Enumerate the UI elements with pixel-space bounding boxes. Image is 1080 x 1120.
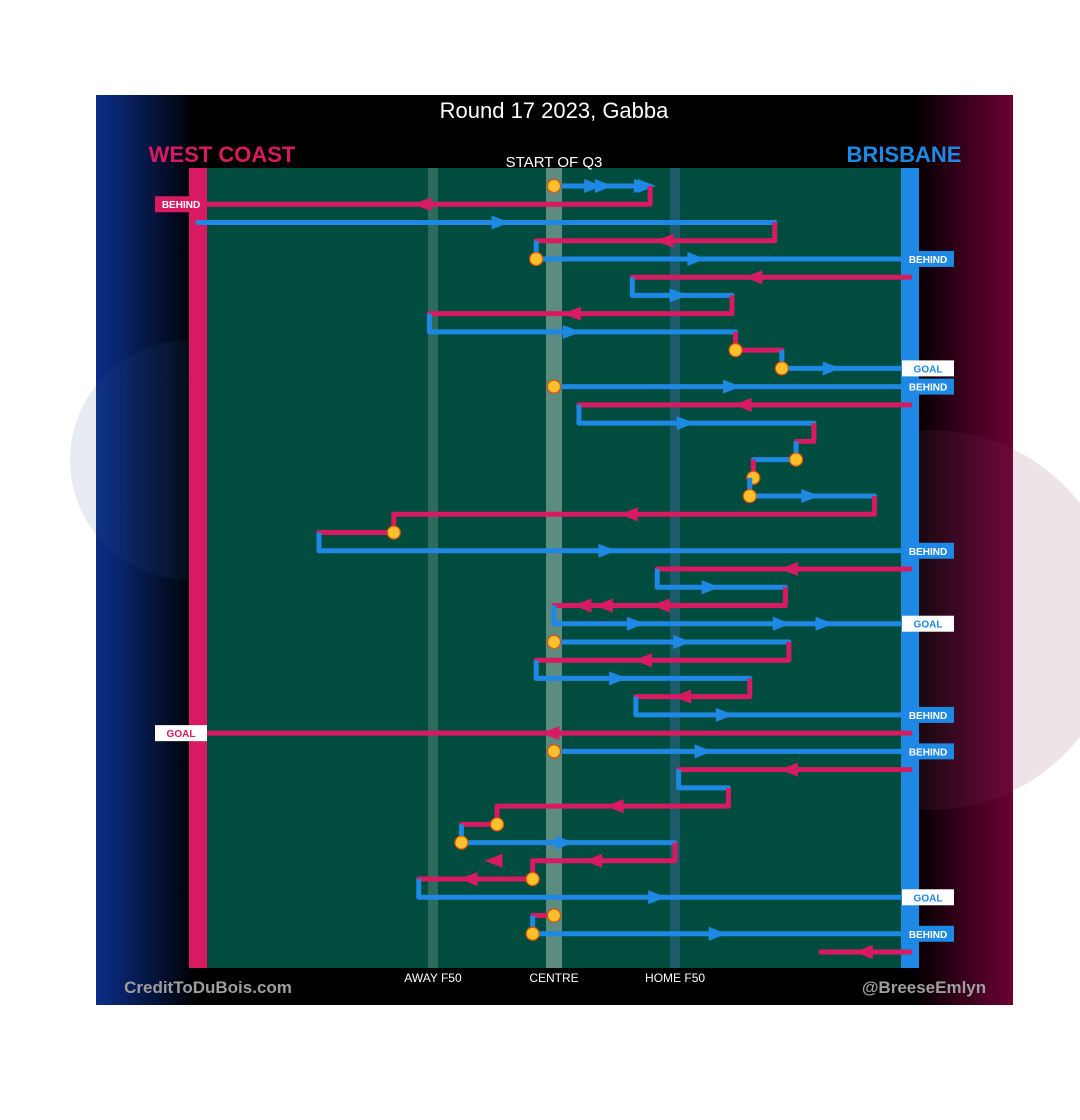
chain-arrow [605, 799, 624, 814]
chain-arrow [815, 616, 834, 631]
chain-arrow [594, 598, 613, 613]
stoppage-marker [728, 343, 743, 358]
chain-arrow [594, 179, 613, 193]
chain-arrow [651, 598, 670, 613]
brisbane-team-name: BRISBANE [847, 142, 962, 167]
chain-arrow [715, 707, 734, 722]
chain-arrow [655, 233, 674, 248]
stoppage-marker [454, 835, 469, 850]
chain-arrow [634, 653, 652, 668]
chain-arrow [609, 671, 628, 686]
chain-arrow [733, 397, 752, 412]
chain-arrow [854, 945, 873, 959]
x-axis-ticks: AWAY F50 CENTRE HOME F50 [404, 971, 705, 985]
result-label: GOAL [914, 620, 943, 631]
result-label: BEHIND [909, 547, 947, 558]
chain-arrow [822, 361, 841, 376]
x-tick-label: CENTRE [529, 971, 578, 985]
x-tick-label: AWAY F50 [404, 971, 462, 985]
chain-arrow [484, 853, 503, 868]
chain-arrow [541, 726, 560, 741]
chain-arrow [723, 379, 741, 394]
chain-arrow [708, 926, 727, 941]
result-badge [902, 250, 954, 267]
stoppage-marker [525, 871, 540, 887]
away-f50-band [427, 168, 438, 968]
chart-title: Round 17 2023, Gabba [440, 98, 670, 123]
result-label: BEHIND [909, 383, 947, 394]
result-badge [902, 743, 954, 760]
result-label: GOAL [914, 893, 943, 904]
quarter-start-label: START OF Q3 [506, 154, 603, 171]
chain-arrow [619, 507, 638, 522]
result-label: BEHIND [909, 747, 947, 758]
chain-arrow [584, 179, 603, 193]
result-badge [902, 360, 954, 377]
chain-arrow [744, 270, 763, 285]
stoppage-marker [546, 744, 562, 759]
stoppage-marker [546, 379, 562, 394]
result-badge [902, 925, 954, 942]
chain-arrow [779, 562, 798, 576]
stoppage-marker [546, 178, 562, 194]
chain-arrow [673, 689, 692, 704]
chain-arrow [694, 744, 713, 759]
chain-arrow [648, 890, 667, 905]
stoppage-marker [788, 452, 804, 467]
west-coast-goal-line [189, 168, 207, 968]
chain-arrow [801, 489, 820, 504]
chain-arrow [562, 324, 581, 339]
result-label: BEHIND [909, 711, 947, 722]
stoppage-marker [774, 361, 789, 376]
result-badge [902, 615, 954, 632]
result-badge [155, 196, 207, 213]
chain-arrow [584, 853, 603, 868]
result-badge [902, 889, 954, 906]
chain-arrow [779, 762, 798, 777]
chain-arrow [676, 416, 695, 431]
stoppage-marker [489, 817, 505, 832]
result-badge [155, 725, 207, 742]
chain-arrow [669, 288, 688, 303]
chain-arrow [626, 616, 645, 631]
chain-arrow [701, 580, 720, 595]
stoppage-marker [386, 525, 401, 540]
stoppage-marker [529, 251, 544, 267]
stoppage-marker [546, 908, 562, 923]
chain-arrow [459, 872, 478, 887]
stoppage-marker [546, 634, 562, 650]
chain-arrow [673, 634, 692, 649]
chain-arrow [491, 215, 510, 230]
x-tick-label: HOME F50 [645, 971, 705, 985]
chain-arrow [413, 197, 432, 212]
chain-arrow [562, 306, 581, 321]
result-badge [902, 378, 954, 395]
result-label: BEHIND [909, 255, 947, 266]
chain-arrow [687, 251, 706, 266]
result-label: GOAL [914, 364, 943, 375]
result-badge [902, 542, 954, 559]
centre-band [546, 168, 562, 968]
footer-credit-left: CreditToDuBois.com [124, 978, 292, 997]
possession-chains: BEHIND BEHIND GOAL BEHIND BEHIND GOAL BEHIND GO… [155, 178, 954, 959]
footer-credit-right: @BreeseEmlyn [862, 978, 986, 997]
result-label: GOAL [167, 729, 196, 740]
chain-arrow [573, 598, 592, 613]
chain-arrow [555, 835, 574, 850]
chain-arrow [772, 616, 791, 631]
result-label: BEHIND [909, 930, 947, 941]
west-coast-team-name: WEST COAST [149, 142, 296, 167]
result-badge [902, 706, 954, 723]
result-label: BEHIND [162, 200, 200, 211]
stoppage-marker [525, 926, 540, 941]
chain-arrow [598, 543, 617, 558]
chain-arrow [637, 179, 656, 193]
stoppage-marker [742, 488, 757, 504]
